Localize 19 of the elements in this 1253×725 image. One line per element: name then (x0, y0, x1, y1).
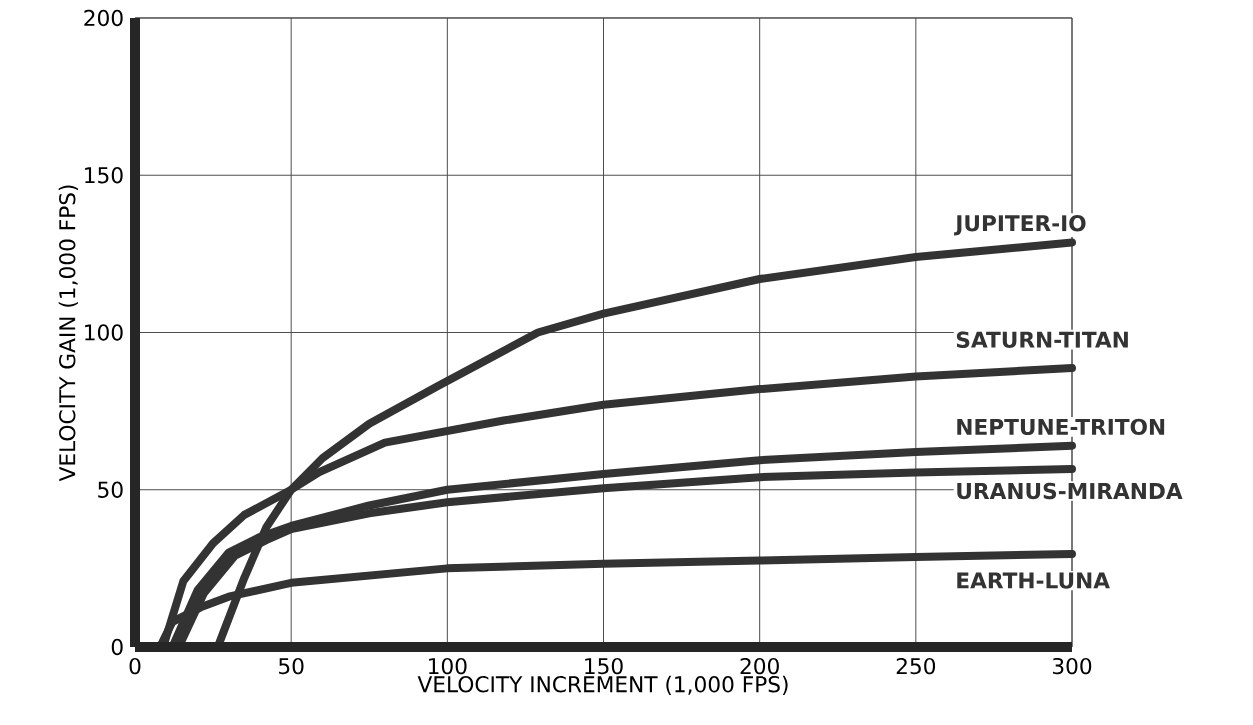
y-axis-title: VELOCITY GAIN (1,000 FPS) (58, 185, 78, 482)
y-tick-label: 150 (85, 167, 123, 184)
y-tick-label: 0 (111, 638, 123, 656)
y-tick-label: 100 (85, 324, 123, 341)
x-tick-label: 300 (1052, 657, 1092, 675)
series-label: JUPITER-IO (954, 215, 1086, 236)
series-label: EARTH-LUNA (957, 572, 1110, 589)
y-tick-label: 50 (98, 481, 123, 498)
y-tick-label: 200 (84, 9, 123, 27)
x-tick-label: 50 (279, 657, 304, 675)
series-label: SATURN-TITAN (956, 331, 1128, 348)
series-label: URANUS-MIRANDA (957, 482, 1183, 500)
x-tick-label: 200 (740, 657, 779, 675)
x-tick-label: 250 (896, 657, 936, 675)
x-axis-title: VELOCITY INCREMENT (1,000 FPS) (417, 675, 788, 695)
x-tick-label: 100 (429, 657, 467, 675)
series-label: NEPTUNE-TRITON (957, 418, 1165, 436)
x-tick-label: 150 (585, 657, 623, 675)
x-tick-label: 0 (129, 657, 141, 675)
